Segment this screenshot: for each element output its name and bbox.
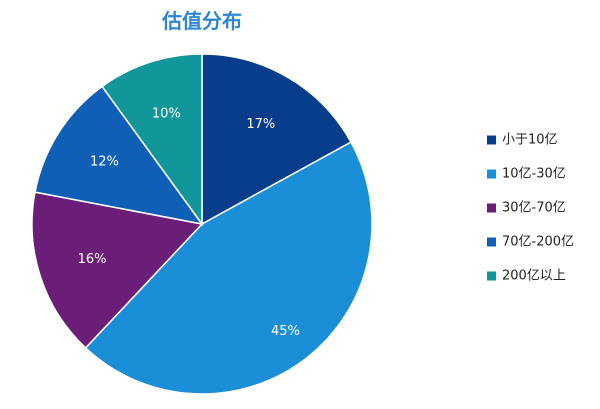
pie-slices — [31, 53, 373, 395]
pie-slice-labels: 17% 45% 16% 12% 10% — [78, 107, 300, 339]
slice-data-label-4: 12% — [90, 155, 119, 170]
slice-data-label-5: 10% — [152, 107, 181, 122]
legend-label-4: 70亿-200亿 — [502, 235, 574, 250]
legend-label-1: 小于10亿 — [502, 133, 558, 148]
legend-swatch-4 — [487, 237, 496, 247]
slice-data-label-2: 45% — [271, 324, 300, 339]
pie-slice-1 — [201, 53, 352, 226]
slice-data-label-3: 16% — [78, 252, 107, 267]
legend-swatch-3 — [487, 203, 496, 213]
legend-label-3: 30亿-70亿 — [502, 201, 566, 216]
legend-swatch-2 — [487, 169, 496, 179]
pie-slice-5 — [101, 53, 203, 227]
legend: 小于10亿 10亿-30亿 30亿-70亿 70亿-200亿 200亿以上 — [487, 133, 574, 284]
legend-label-5: 200亿以上 — [502, 269, 566, 284]
pie-slice-4 — [34, 85, 204, 226]
slice-data-label-1: 17% — [246, 117, 275, 132]
pie-slice-2 — [84, 141, 373, 395]
chart-title: 估值分布 — [161, 9, 242, 33]
legend-label-2: 10亿-30亿 — [502, 167, 566, 182]
pie-slice-3 — [31, 191, 204, 349]
legend-swatch-5 — [487, 271, 496, 281]
legend-swatch-1 — [487, 135, 496, 145]
